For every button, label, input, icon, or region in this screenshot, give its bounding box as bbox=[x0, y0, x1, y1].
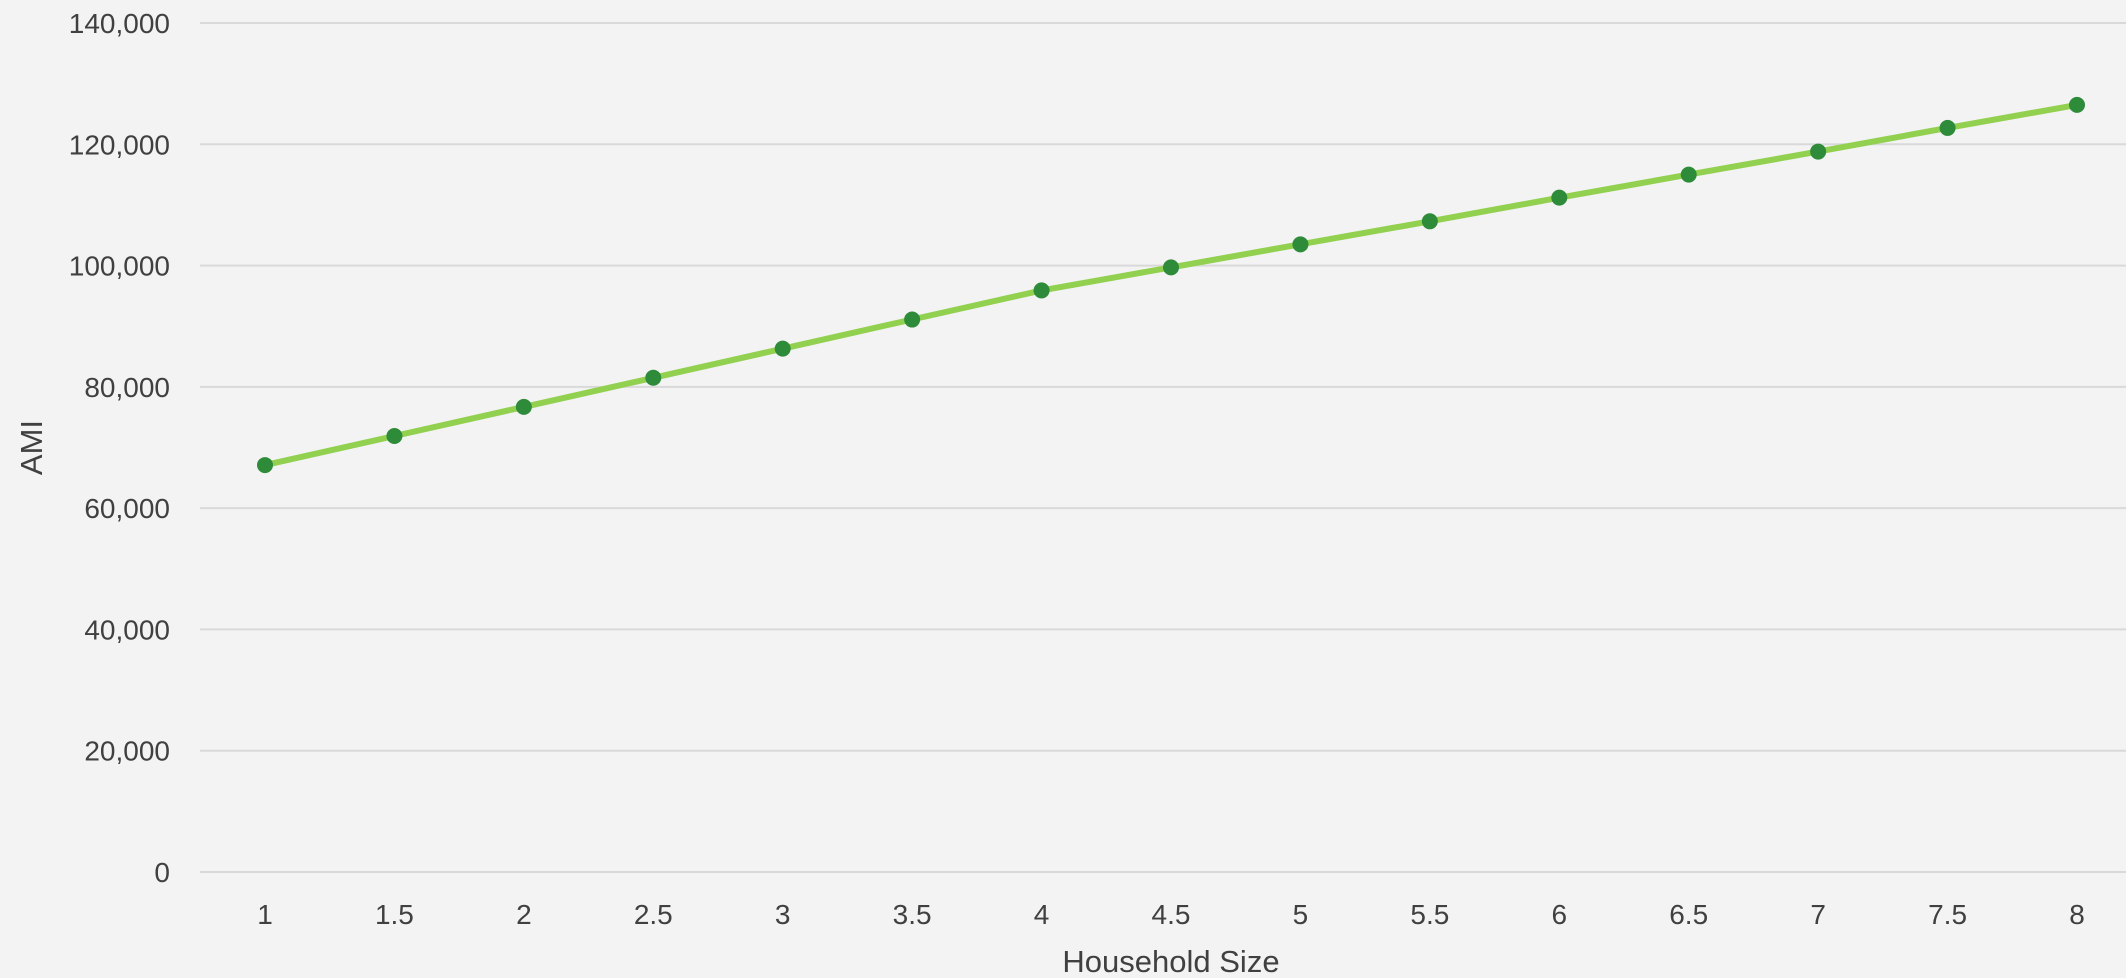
x-tick-label: 5 bbox=[1293, 899, 1309, 930]
x-tick-label: 4.5 bbox=[1152, 899, 1191, 930]
data-point bbox=[1163, 259, 1179, 276]
x-tick-label: 1.5 bbox=[375, 899, 414, 930]
x-tick-label: 6 bbox=[1551, 899, 1567, 930]
data-point bbox=[774, 340, 791, 357]
y-tick-label: 120,000 bbox=[69, 129, 170, 160]
data-point bbox=[386, 427, 403, 444]
gridlines bbox=[200, 22, 2126, 873]
data-point bbox=[1939, 119, 1956, 136]
data-point bbox=[1421, 213, 1438, 230]
x-tick-label: 7 bbox=[1810, 899, 1826, 930]
data-point bbox=[257, 457, 273, 474]
series-line bbox=[262, 101, 2080, 469]
y-axis-title: AMI bbox=[14, 420, 49, 475]
x-axis-tick-labels: 1 1.5 2 2.5 3 3.5 4 4.5 5 5.5 6 6.5 7 7.5 8 bbox=[257, 899, 2085, 930]
x-tick-label: 6.5 bbox=[1669, 899, 1708, 930]
data-point bbox=[515, 398, 532, 415]
x-tick-label: 4 bbox=[1034, 899, 1050, 930]
y-tick-label: 0 bbox=[154, 857, 170, 888]
data-point bbox=[1551, 189, 1568, 206]
x-tick-label: 2.5 bbox=[634, 899, 673, 930]
data-point bbox=[904, 311, 921, 328]
y-tick-label: 60,000 bbox=[84, 493, 170, 524]
x-tick-label: 1 bbox=[257, 899, 273, 930]
x-tick-label: 7.5 bbox=[1928, 899, 1967, 930]
data-point bbox=[645, 369, 662, 386]
data-point bbox=[1680, 166, 1697, 183]
y-tick-label: 20,000 bbox=[84, 736, 170, 767]
y-tick-label: 40,000 bbox=[84, 614, 170, 645]
y-tick-label: 80,000 bbox=[84, 372, 170, 403]
y-axis-tick-labels: 0 20,000 40,000 60,000 80,000 100,000 120,000 1… bbox=[69, 8, 170, 888]
x-tick-label: 3 bbox=[775, 899, 791, 930]
x-tick-label: 2 bbox=[516, 899, 532, 930]
x-tick-label: 8 bbox=[2069, 899, 2085, 930]
y-tick-label: 100,000 bbox=[69, 251, 170, 282]
data-point bbox=[1033, 282, 1050, 299]
data-point bbox=[2069, 96, 2085, 113]
y-tick-label: 140,000 bbox=[69, 8, 170, 39]
series-layer bbox=[257, 96, 2085, 474]
x-tick-label: 3.5 bbox=[893, 899, 932, 930]
x-axis-title: Household Size bbox=[1062, 944, 1279, 978]
data-point bbox=[1810, 143, 1827, 160]
data-point bbox=[1292, 236, 1309, 253]
x-tick-label: 5.5 bbox=[1410, 899, 1449, 930]
